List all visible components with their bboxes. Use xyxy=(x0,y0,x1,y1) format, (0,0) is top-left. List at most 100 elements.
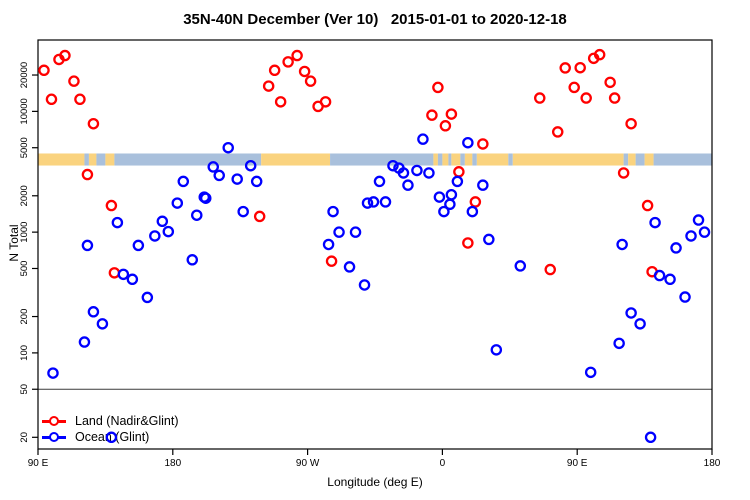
ocean-marker-icon xyxy=(42,432,66,442)
data-point-ocean xyxy=(105,431,118,444)
map-band-segment-land xyxy=(261,153,331,166)
data-point-ocean xyxy=(584,366,597,379)
data-point-land xyxy=(453,166,465,178)
data-point-ocean xyxy=(186,254,199,266)
data-point-ocean xyxy=(433,191,446,203)
map-band-segment-ocean xyxy=(330,153,434,166)
map-band-segment-land xyxy=(464,153,473,166)
data-point-land xyxy=(291,49,303,62)
data-point-ocean xyxy=(244,159,257,172)
data-point-land xyxy=(641,199,654,212)
data-point-land xyxy=(298,65,311,78)
y-tick-label: 2000 xyxy=(19,185,30,206)
data-point-land xyxy=(282,56,294,68)
data-point-land xyxy=(445,108,458,120)
data-point-ocean xyxy=(333,226,345,238)
data-point-land xyxy=(38,64,50,77)
data-point-land xyxy=(68,75,80,87)
data-point-ocean xyxy=(156,215,169,228)
data-point-land xyxy=(105,199,118,212)
legend-item-ocean: Ocean (Glint) xyxy=(42,429,179,445)
data-point-ocean xyxy=(231,173,243,185)
map-band-segment-ocean xyxy=(460,153,465,166)
data-point-ocean xyxy=(462,136,474,149)
data-point-ocean xyxy=(438,205,450,218)
data-point-ocean xyxy=(141,291,154,304)
map-band-segment-ocean xyxy=(84,153,89,166)
map-band-segment-land xyxy=(433,153,438,166)
y-tick-label: 200 xyxy=(19,309,30,325)
x-tick-label: 90 W xyxy=(296,458,320,469)
data-point-land xyxy=(593,48,606,61)
data-point-ocean xyxy=(237,205,249,218)
data-point-ocean xyxy=(625,307,637,319)
y-tick-label: 100 xyxy=(19,345,30,361)
map-band-segment-land xyxy=(442,153,449,166)
data-point-land xyxy=(325,255,338,267)
data-point-ocean xyxy=(87,306,100,318)
data-point-ocean xyxy=(445,188,458,201)
data-point-ocean xyxy=(373,175,386,188)
legend-item-land: Land (Nadir&Glint) xyxy=(42,413,179,429)
y-tick-label: 20 xyxy=(19,432,30,443)
data-point-ocean xyxy=(616,238,628,251)
data-point-ocean xyxy=(171,197,184,209)
data-point-ocean xyxy=(111,216,124,229)
x-tick-label: 90 E xyxy=(28,458,49,469)
data-point-ocean xyxy=(78,336,91,348)
y-tick-label: 5000 xyxy=(19,137,30,158)
data-point-ocean xyxy=(162,225,175,238)
data-point-land xyxy=(574,61,586,74)
map-band-segment-land xyxy=(628,153,636,166)
map-band-segment-ocean xyxy=(635,153,645,166)
data-point-ocean xyxy=(649,216,661,229)
data-point-ocean xyxy=(483,233,495,246)
data-point-ocean xyxy=(361,197,374,209)
map-band-segment-land xyxy=(644,153,654,166)
data-point-land xyxy=(568,81,580,94)
data-point-ocean xyxy=(207,161,219,173)
x-tick-label: 180 xyxy=(164,458,181,469)
data-point-ocean xyxy=(132,239,145,252)
map-band-segment-ocean xyxy=(508,153,513,166)
data-point-ocean xyxy=(387,159,399,172)
y-tick-label: 10000 xyxy=(19,98,30,124)
data-point-ocean xyxy=(149,230,161,242)
data-point-ocean xyxy=(191,209,203,221)
data-point-ocean xyxy=(177,175,190,188)
data-point-ocean xyxy=(126,273,139,286)
legend: Land (Nadir&Glint) Ocean (Glint) xyxy=(42,413,179,445)
data-point-ocean xyxy=(327,205,339,218)
data-point-land xyxy=(439,120,452,132)
data-point-land xyxy=(469,196,482,208)
map-band-segment-land xyxy=(476,153,509,166)
data-point-land xyxy=(108,267,121,279)
data-point-land xyxy=(268,64,281,77)
data-point-ocean xyxy=(117,268,130,281)
data-point-land xyxy=(253,210,266,223)
data-point-land xyxy=(551,126,564,138)
data-point-ocean xyxy=(402,179,414,191)
data-point-ocean xyxy=(613,337,625,350)
data-point-ocean xyxy=(644,431,657,444)
y-tick-label: 50 xyxy=(19,384,30,395)
data-point-ocean xyxy=(411,164,423,177)
map-band-segment-ocean xyxy=(114,153,262,166)
data-point-land xyxy=(262,80,275,92)
data-point-ocean xyxy=(451,175,464,188)
x-tick-label: 180 xyxy=(704,458,721,469)
legend-label-land: Land (Nadir&Glint) xyxy=(75,414,179,428)
y-tick-label: 500 xyxy=(19,261,30,277)
map-band-segment-ocean xyxy=(623,153,629,166)
data-point-ocean xyxy=(653,269,666,282)
data-point-ocean xyxy=(358,279,371,291)
data-point-land xyxy=(274,96,287,108)
data-point-land xyxy=(617,167,630,179)
data-point-ocean xyxy=(322,238,335,251)
data-point-land xyxy=(534,92,546,104)
data-point-ocean xyxy=(634,318,646,330)
map-band-segment-land xyxy=(88,153,97,166)
land-marker-icon xyxy=(42,416,66,426)
data-point-land xyxy=(477,138,489,150)
data-point-land xyxy=(544,263,556,276)
